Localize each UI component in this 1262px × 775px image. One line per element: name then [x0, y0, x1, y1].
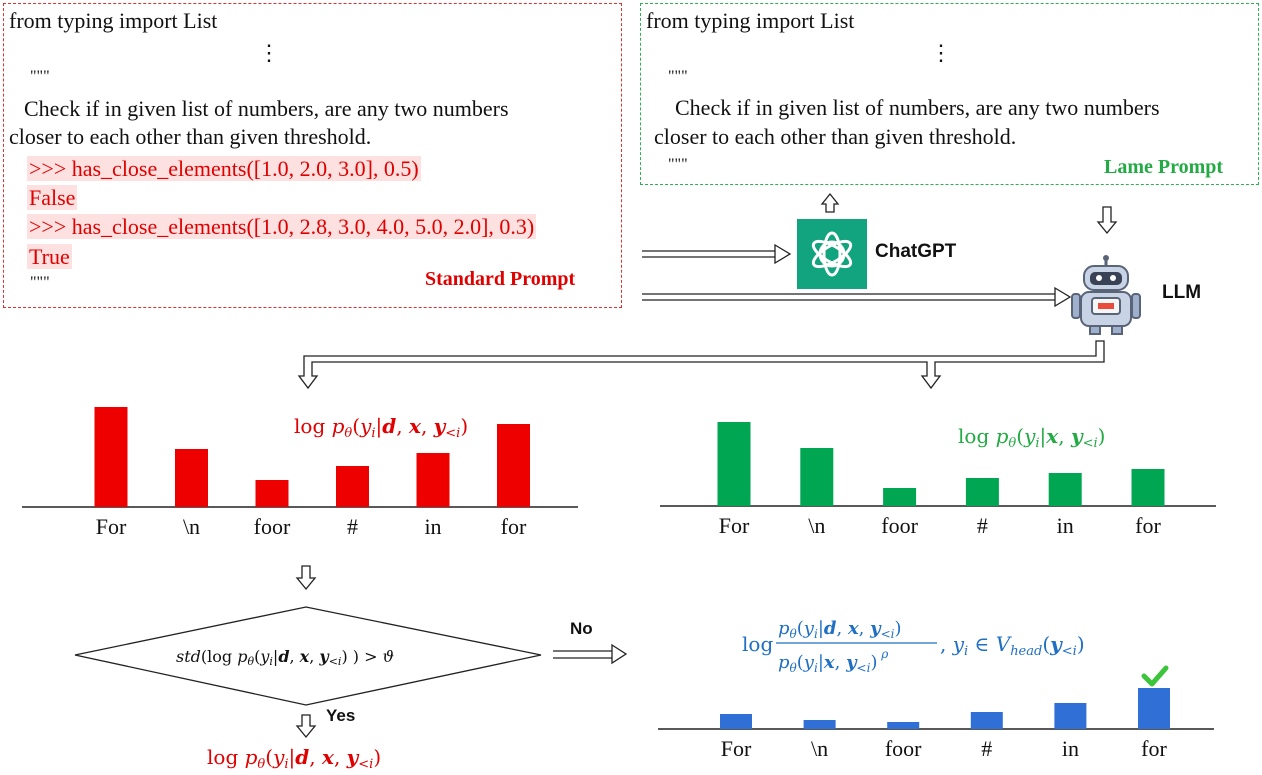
red-bar-2 — [255, 480, 289, 507]
red-tick-label-0: For — [96, 514, 127, 539]
lame-docquote-close: """ — [668, 156, 688, 173]
red-tick-label-4: in — [424, 514, 441, 539]
red-tick-label-3: # — [347, 514, 358, 539]
red-tick-label-2: foor — [254, 514, 291, 539]
std-example1: >>> has_close_elements([1.0, 2.0, 3.0], … — [27, 156, 421, 181]
blue-bar-5 — [1138, 688, 1170, 729]
green-bar-3 — [965, 478, 999, 506]
std-desc-line1: Check if in given list of numbers, are a… — [24, 96, 509, 121]
formula-standard: log pθ(yi|d, x, y<i) — [294, 414, 468, 441]
lame-prompt-box — [640, 3, 1259, 185]
blue-bar-3 — [970, 712, 1003, 729]
llm-label: LLM — [1162, 282, 1202, 303]
green-tick-label-1: \n — [808, 513, 825, 538]
lame-desc-line1: Check if in given list of numbers, are a… — [675, 95, 1160, 120]
lame-docquote-open: """ — [668, 68, 688, 85]
arrow-lame-down — [1096, 206, 1118, 235]
arrow-to-condition — [295, 565, 317, 591]
green-tick-label-0: For — [719, 513, 750, 538]
formula-condition: std(log pθ(yi|d, x, y<i) ) > ϑ — [176, 647, 394, 668]
lame-prompt-title: Lame Prompt — [1104, 156, 1224, 178]
blue-bar-1 — [803, 720, 836, 729]
std-import-line: from typing import List — [9, 8, 218, 33]
svg-text:, yi ∈ Vhead(y<i): , yi ∈ Vhead(y<i) — [940, 632, 1085, 659]
no-label: No — [570, 619, 593, 638]
std-ellipsis: ⋮ — [258, 40, 280, 65]
svg-text:pθ(yi|d, x, y<i): pθ(yi|d, x, y<i) — [778, 618, 902, 641]
svg-text:pθ(yi|x, y<i) ρ: pθ(yi|x, y<i) ρ — [778, 647, 888, 675]
lame-import-line: from typing import List — [646, 8, 855, 33]
arrow-chatgpt-up — [820, 192, 840, 213]
check-icon — [1141, 665, 1169, 687]
red-bar-4 — [416, 453, 450, 507]
green-bar-2 — [883, 488, 917, 506]
condition-diamond — [74, 606, 542, 706]
green-tick-label-4: in — [1057, 513, 1074, 538]
arrow-to-chatgpt — [642, 243, 792, 265]
blue-tick-label-3: # — [981, 736, 992, 761]
formula-contrast: log pθ(yi|d, x, y<i) pθ(yi|x, y<i) ρ , y… — [742, 618, 1085, 675]
formula-yes-result: log pθ(yi|d, x, y<i) — [207, 745, 381, 772]
std-example2-output: True — [27, 244, 72, 269]
green-tick-label-2: foor — [881, 513, 918, 538]
red-tick-label-1: \n — [183, 514, 200, 539]
arrow-llm-split — [297, 340, 1105, 390]
arrow-to-llm — [642, 286, 1072, 308]
std-docquote-close: """ — [30, 274, 50, 291]
green-bar-5 — [1131, 469, 1165, 506]
red-bar-0 — [94, 407, 128, 507]
green-bar-1 — [800, 448, 834, 506]
blue-bar-4 — [1054, 703, 1087, 729]
blue-tick-label-1: \n — [811, 736, 828, 761]
std-desc-line2: closer to each other than given threshol… — [9, 124, 372, 149]
standard-prompt-box — [3, 3, 622, 308]
standard-prompt-title: Standard Prompt — [425, 268, 576, 290]
blue-bar-0 — [720, 714, 752, 729]
lame-ellipsis: ⋮ — [930, 40, 952, 65]
std-example1-output: False — [27, 185, 78, 210]
green-bar-0 — [717, 422, 751, 506]
chatgpt-label: ChatGPT — [875, 241, 957, 262]
std-docquote-open: """ — [30, 68, 50, 85]
svg-text:log: log — [742, 632, 773, 656]
chatgpt-icon — [797, 219, 867, 289]
blue-bar-2 — [887, 722, 920, 729]
arrow-no — [553, 643, 628, 665]
red-bar-5 — [497, 424, 530, 507]
lame-desc-line2: closer to each other than given threshol… — [654, 124, 1017, 149]
red-bar-3 — [336, 466, 369, 507]
blue-tick-label-0: For — [721, 736, 752, 761]
green-tick-label-3: # — [977, 513, 988, 538]
yes-label: Yes — [326, 706, 356, 725]
blue-tick-label-4: in — [1062, 736, 1079, 761]
charts-group: For \n foor # in for For \n foor # in for For \n foor #… — [94, 407, 1170, 761]
formula-lame: log pθ(yi|x, y<i) — [958, 424, 1105, 451]
red-bar-1 — [175, 449, 208, 507]
green-tick-label-5: for — [1135, 513, 1161, 538]
green-bar-4 — [1048, 473, 1082, 506]
blue-tick-label-2: foor — [885, 736, 922, 761]
arrow-yes — [295, 714, 317, 739]
red-tick-label-5: for — [501, 514, 527, 539]
std-example2: >>> has_close_elements([1.0, 2.8, 3.0, 4… — [27, 214, 537, 239]
blue-tick-label-5: for — [1141, 736, 1167, 761]
robot-icon — [1071, 255, 1141, 335]
